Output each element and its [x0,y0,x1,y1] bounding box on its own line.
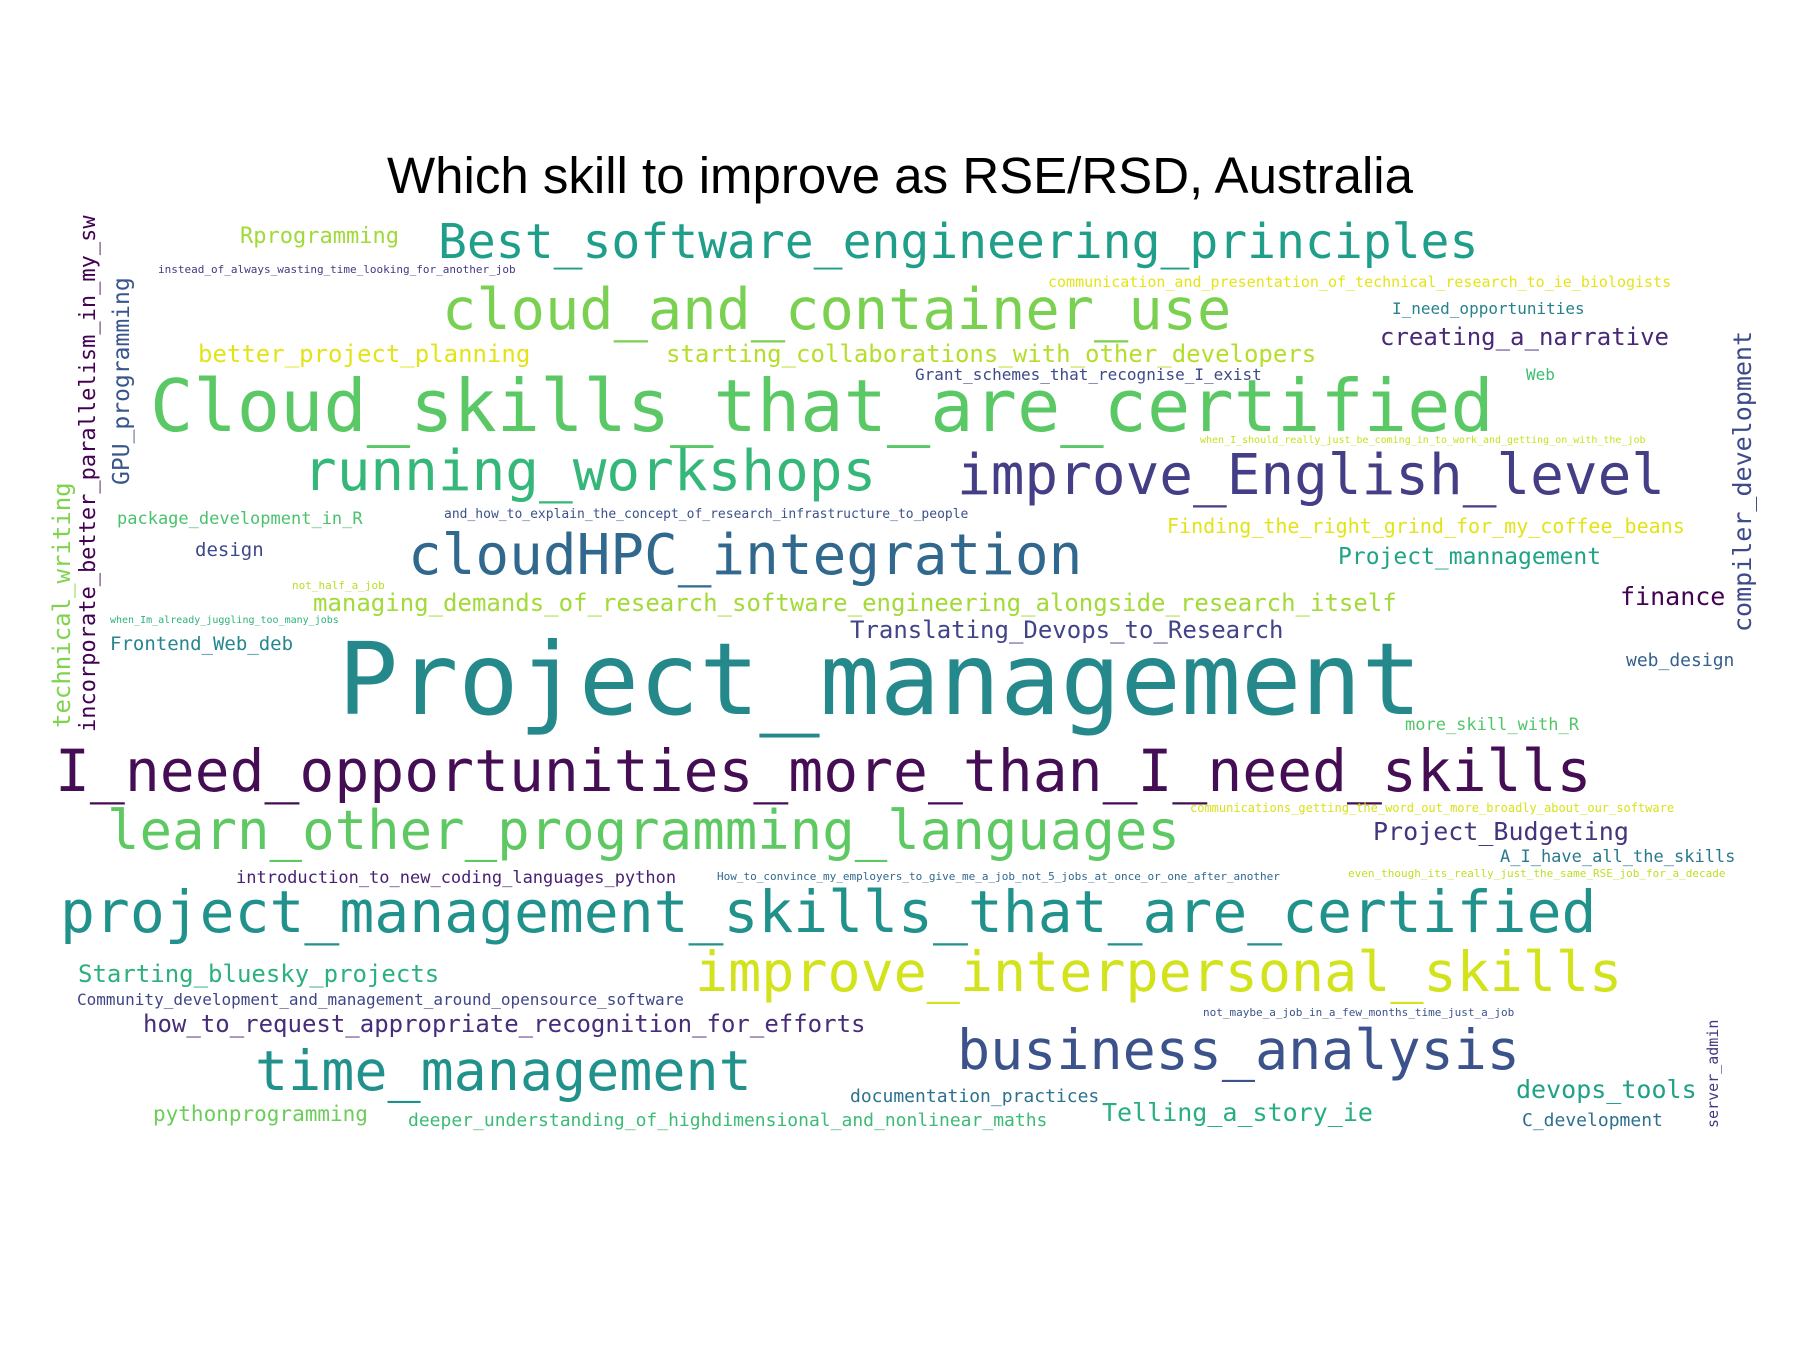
word: cloud_and_container_use [442,277,1232,343]
word: Project_Budgeting [1373,817,1629,846]
word: I_need_opportunities_more_than_I_need_sk… [55,737,1592,805]
word: Rprogramming [240,224,399,249]
word: Community_development_and_management_aro… [77,990,684,1009]
word: improve_English_level [957,443,1666,508]
word: cloudHPC_integration [408,523,1083,588]
word: pythonprogramming [153,1102,368,1126]
word: even_though_its_really_just_the_same_RSE… [1348,867,1726,880]
word: How_to_convince_my_employers_to_give_me_… [717,870,1280,883]
word: more_skill_with_R [1405,715,1579,735]
word: creating_a_narrative [1380,323,1669,351]
word: when_Im_already_juggling_too_many_jobs [110,615,339,626]
word: business_analysis [957,1018,1520,1082]
word: learn_other_programming_languages [107,799,1180,862]
word: not_maybe_a_job_in_a_few_months_time_jus… [1203,1006,1515,1019]
word: I_need_opportunities [1392,299,1585,318]
word: finance [1620,582,1726,611]
word: Grant_schemes_that_recognise_I_exist [915,365,1262,384]
word: web_design [1626,650,1735,671]
word: Project_management [338,621,1422,738]
word: communications_getting_the_word_out_more… [1190,801,1675,815]
word: better_project_planning [198,340,531,368]
word: incorporate_better_parallelism_in_my_sw [76,215,101,732]
word: not_half_a_job [292,579,385,592]
word: compiler_development [1728,330,1757,632]
word: Best_software_engineering_principles [438,214,1479,270]
word: devops_tools [1516,1075,1697,1104]
word: instead_of_always_wasting_time_looking_f… [158,263,516,276]
word: Starting_bluesky_projects [78,960,440,988]
word: Telling_a_story_ie [1102,1098,1373,1127]
word: design [195,539,264,561]
word: server_admin [1704,1019,1722,1128]
word: introduction_to_new_coding_languages_pyt… [236,868,677,888]
word: communication_and_presentation_of_techni… [1048,273,1672,291]
word: and_how_to_explain_the_concept_of_resear… [444,507,969,522]
word: how_to_request_appropriate_recognition_f… [143,1010,866,1038]
word: A_I_have_all_the_skills [1500,847,1736,867]
word-cloud-title: Which skill to improve as RSE/RSD, Austr… [387,147,1413,204]
word: Finding_the_right_grind_for_my_coffee_be… [1167,514,1685,538]
word: improve_interpersonal_skills [695,940,1623,1004]
word: starting_collaborations_with_other_devel… [666,340,1317,368]
word: technical_writing [48,482,76,728]
word: Cloud_skills_that_are_certified [150,364,1494,448]
word: when_I_should_really_just_be_coming_in_t… [1200,435,1646,446]
word: Web [1526,365,1555,384]
word: project_management_skills_that_are_certi… [60,878,1597,946]
word: managing_demands_of_research_software_en… [313,589,1397,617]
word: Project_mannagement [1338,544,1602,570]
word: running_workshops [303,439,877,504]
word: time_management [255,1039,752,1103]
word: C_development [1522,1110,1663,1131]
word: documentation_practices [850,1086,1100,1107]
word: package_development_in_R [117,509,363,529]
word: Frontend_Web_deb [110,633,294,655]
word: Translating_Devops_to_Research [850,616,1284,644]
word: GPU_programming [109,277,135,485]
word: deeper_understanding_of_highdimensional_… [408,1110,1048,1131]
